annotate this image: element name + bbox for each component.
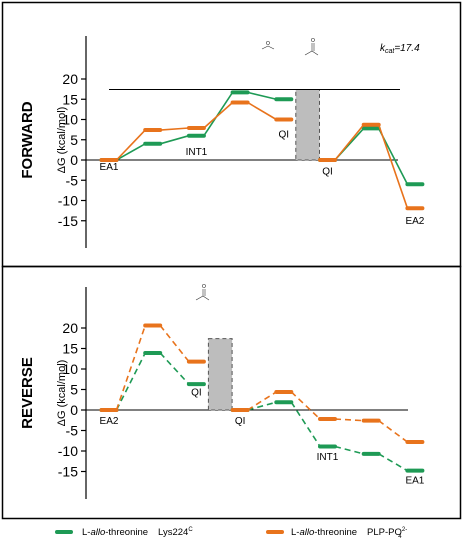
y-tick-label: -15 <box>58 464 78 480</box>
y-tick-label: 15 <box>62 91 78 107</box>
series-connector <box>334 418 364 422</box>
series-connector <box>377 124 409 209</box>
y-tick-label: -15 <box>58 213 78 229</box>
state-label: QI <box>235 416 246 427</box>
series-connector <box>247 401 277 411</box>
state-label: QI <box>191 388 202 399</box>
state-label: EA2 <box>405 216 424 227</box>
chart-layer: 20 15 10 5 0 -5 -10 -15 EA1 INT1 QI QI EA2 20 15 10 5 0 -5… <box>58 36 425 499</box>
gap-region <box>207 338 233 411</box>
molecule-water-atom: O <box>266 41 270 47</box>
series-connector <box>115 352 146 411</box>
molecule-acetaldehyde-icon <box>304 43 319 56</box>
y-tick-label: -10 <box>58 193 78 209</box>
molecule-acetaldehyde-atom: O <box>311 38 315 44</box>
legend: L-allo-threonine Lys224C L-allo-threonine… <box>55 527 407 540</box>
gap-region <box>295 89 320 161</box>
series-connector <box>159 352 190 385</box>
forward-y-axis-title: ΔG (kcal/mol) <box>56 107 68 174</box>
panel-forward: 20 15 10 5 0 -5 -10 -15 EA1 INT1 QI QI EA2 <box>58 36 425 248</box>
series-connector <box>203 101 234 129</box>
state-label: QI <box>322 167 333 178</box>
series-connector <box>290 391 321 420</box>
y-tick-label: 5 <box>70 132 78 148</box>
y-tick-label: 0 <box>70 152 78 168</box>
y-tick-label: 10 <box>62 361 78 377</box>
molecule-reverse-atom: O <box>202 284 206 290</box>
y-tick-label: -5 <box>66 423 79 439</box>
series-connector <box>115 325 146 411</box>
reverse-panel-label: REVERSE <box>19 357 36 429</box>
series-connector <box>159 134 190 145</box>
series-green <box>99 351 425 473</box>
state-label: QI <box>279 130 290 141</box>
y-tick-label: 15 <box>62 341 78 357</box>
state-label: INT1 <box>317 452 339 463</box>
forward-panel-label: FORWARD <box>19 101 36 178</box>
series-connector <box>247 391 277 411</box>
state-label: EA2 <box>100 416 119 427</box>
molecule-water-icon <box>261 45 275 50</box>
molecule-reverse-acetaldehyde-icon <box>195 289 210 301</box>
y-tick-label: 10 <box>62 112 78 128</box>
kcat-label: kcat=17.4 <box>380 43 420 55</box>
series-connector <box>247 91 277 101</box>
series-connector <box>247 101 277 121</box>
y-tick-label: 20 <box>62 71 78 87</box>
state-label: INT1 <box>186 147 208 158</box>
series-connector <box>378 453 408 472</box>
series-green <box>99 90 425 187</box>
y-tick-label: -5 <box>66 172 79 188</box>
series-connector <box>334 445 364 455</box>
y-tick-label: 20 <box>62 320 78 336</box>
series-connector <box>203 91 234 137</box>
series-orange <box>99 100 425 211</box>
reverse-y-axis-title: ΔG (kcal/mol) <box>56 360 68 427</box>
series-connector <box>159 325 190 363</box>
legend-label-green: L-allo-threonine Lys224C <box>82 527 193 538</box>
y-tick-label: 0 <box>70 402 78 418</box>
y-tick-label: 5 <box>70 382 78 398</box>
series-connector <box>115 129 146 161</box>
legend-label-orange: L-allo-threonine PLP-PO2-4 <box>291 527 407 540</box>
series-connector <box>290 401 321 447</box>
state-label: EA1 <box>405 476 424 487</box>
y-tick-label: -10 <box>58 443 78 459</box>
reverse-panel-frame <box>1 265 462 520</box>
series-connector <box>378 420 408 443</box>
panel-reverse: 20 15 10 5 0 -5 -10 -15 EA2 QI QI INT1 EA1 <box>58 287 425 499</box>
series-connector <box>116 143 146 161</box>
state-label: EA1 <box>100 162 119 173</box>
series-connector <box>334 124 365 161</box>
series-orange <box>99 323 425 444</box>
series-connector <box>160 127 189 131</box>
